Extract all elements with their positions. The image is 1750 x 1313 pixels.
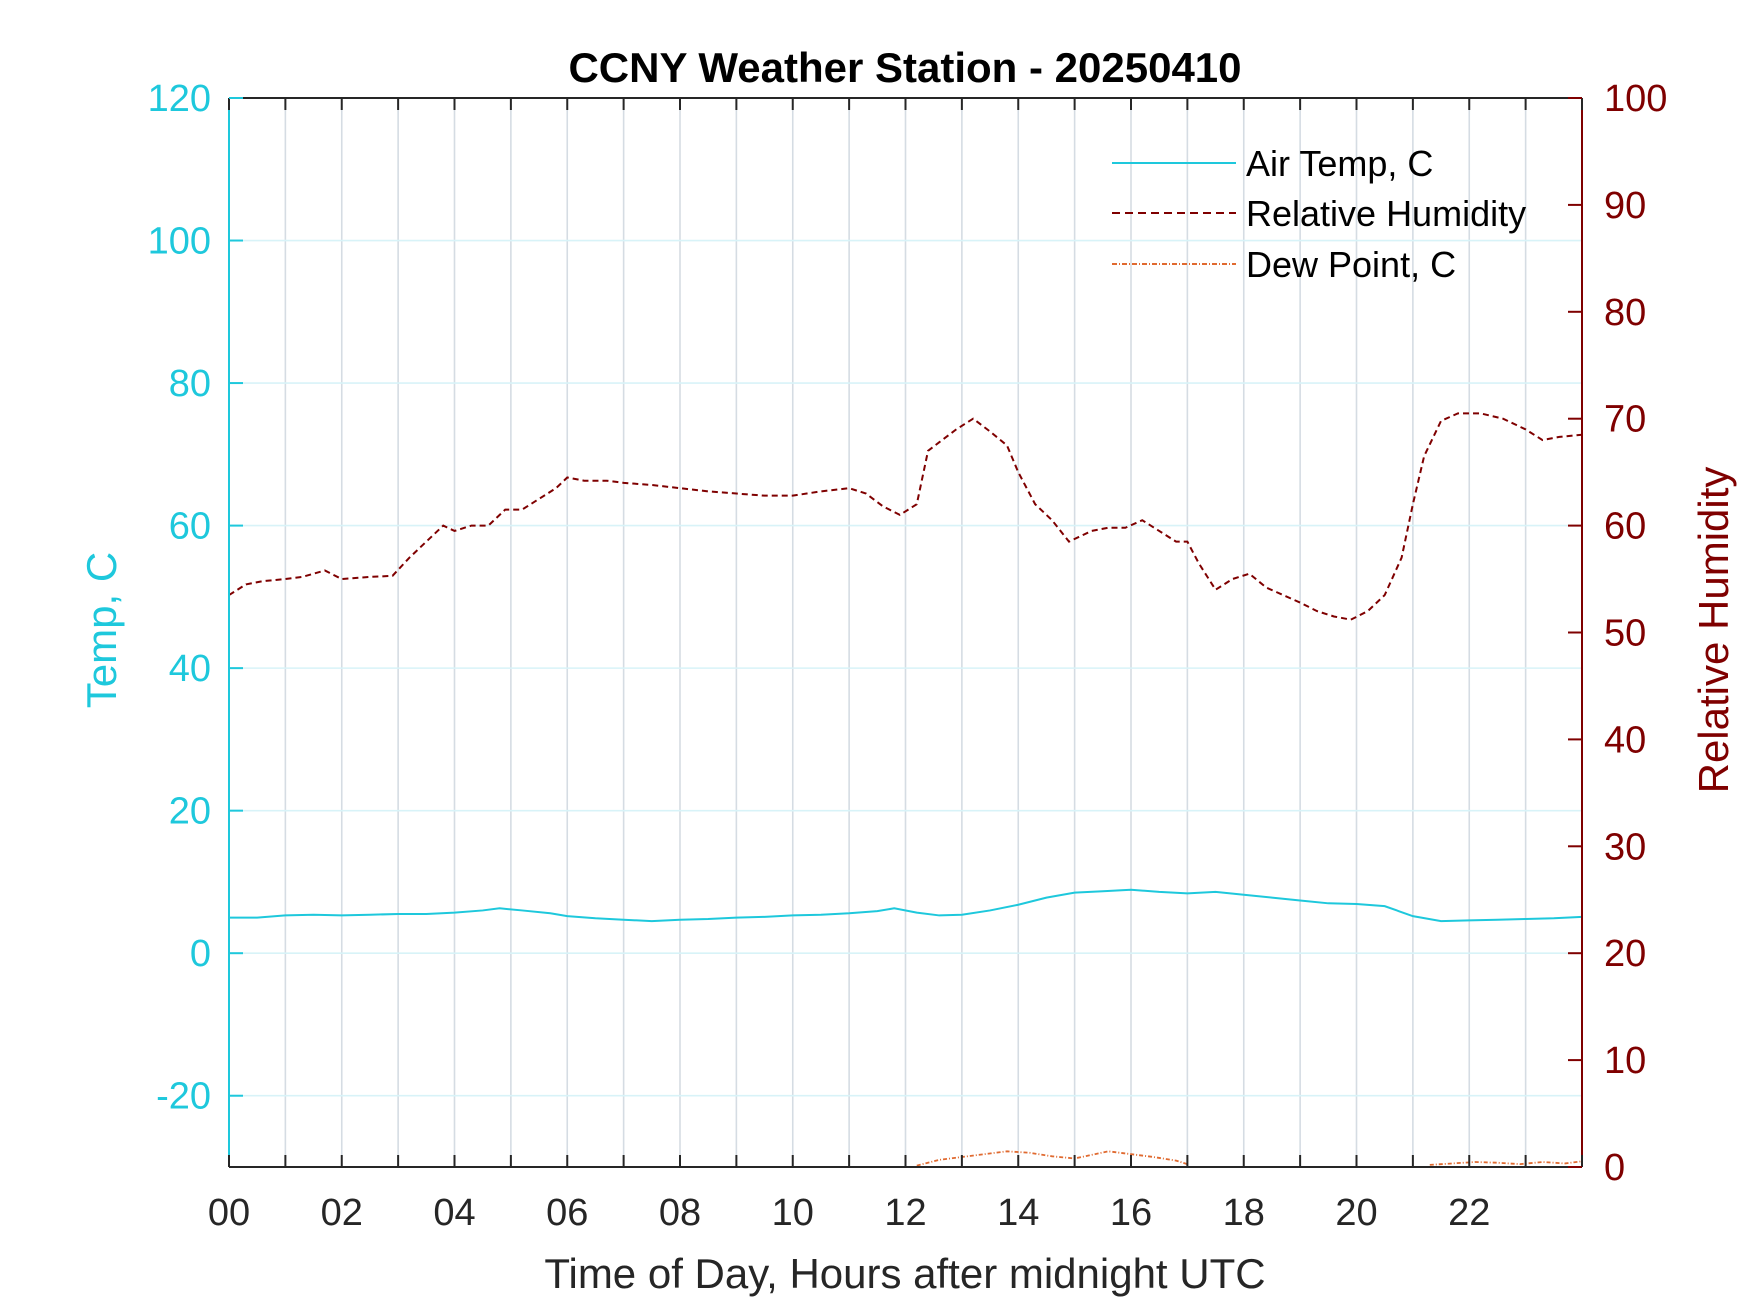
series-layer — [228, 412, 1583, 1167]
y-right-tick-label: 40 — [1604, 719, 1646, 761]
y-axis-label-left: Temp, C — [78, 552, 125, 708]
series-line-air-temp — [229, 888, 1583, 923]
x-tick-label: 00 — [208, 1192, 250, 1234]
y-left-tick-label: 0 — [190, 933, 211, 975]
y-right-tick-label: 10 — [1604, 1040, 1646, 1082]
x-tick-label: 06 — [546, 1192, 588, 1234]
y-right-tick-label: 60 — [1604, 506, 1646, 548]
y-axis-label-right: Relative Humidity — [1690, 467, 1737, 794]
x-tick-label: 22 — [1448, 1192, 1490, 1234]
y-right-tick-label: 0 — [1604, 1147, 1625, 1189]
x-tick-label: 08 — [659, 1192, 701, 1234]
x-tick-label: 12 — [884, 1192, 926, 1234]
series-line-dew-point — [916, 1150, 1188, 1167]
y-left-tick-label: -20 — [156, 1076, 211, 1118]
legend-entry-dew-point-label: Dew Point, C — [1246, 244, 1456, 285]
x-tick-label: 04 — [433, 1192, 475, 1234]
y-left-tick-label: 120 — [148, 78, 211, 120]
x-axis-label: Time of Day, Hours after midnight UTC — [544, 1250, 1265, 1297]
y-right-tick-label: 90 — [1604, 185, 1646, 227]
y-left-tick-label: 80 — [169, 363, 211, 405]
grid-layer — [229, 97, 1582, 1167]
x-tick-label: 02 — [321, 1192, 363, 1234]
legend-entry-air-temp-label: Air Temp, C — [1246, 143, 1433, 184]
chart-title: CCNY Weather Station - 20250410 — [568, 44, 1241, 91]
x-tick-label: 20 — [1335, 1192, 1377, 1234]
axes-layer: 00 02 04 06 08 10 12 14 16 18 20 22-200204060801001… — [148, 78, 1668, 1234]
y-left-tick-label: 20 — [169, 791, 211, 833]
y-left-tick-label: 60 — [169, 506, 211, 548]
y-left-tick-label: 100 — [148, 221, 211, 263]
series-line-relative-humidity — [228, 412, 1583, 621]
x-tick-label: 10 — [772, 1192, 814, 1234]
y-right-tick-label: 30 — [1604, 826, 1646, 868]
y-left-tick-label: 40 — [169, 648, 211, 690]
x-tick-label: 16 — [1110, 1192, 1152, 1234]
legend: Air Temp, C Relative Humidity Dew Point, C — [1112, 143, 1526, 285]
y-right-tick-label: 80 — [1604, 292, 1646, 334]
x-tick-label: 18 — [1223, 1192, 1265, 1234]
legend-entry-relative-humidity-label: Relative Humidity — [1246, 193, 1526, 234]
x-tick-label: 14 — [997, 1192, 1039, 1234]
y-right-tick-label: 100 — [1604, 78, 1667, 120]
y-right-tick-label: 20 — [1604, 933, 1646, 975]
y-right-tick-label: 50 — [1604, 613, 1646, 655]
y-right-tick-label: 70 — [1604, 399, 1646, 441]
